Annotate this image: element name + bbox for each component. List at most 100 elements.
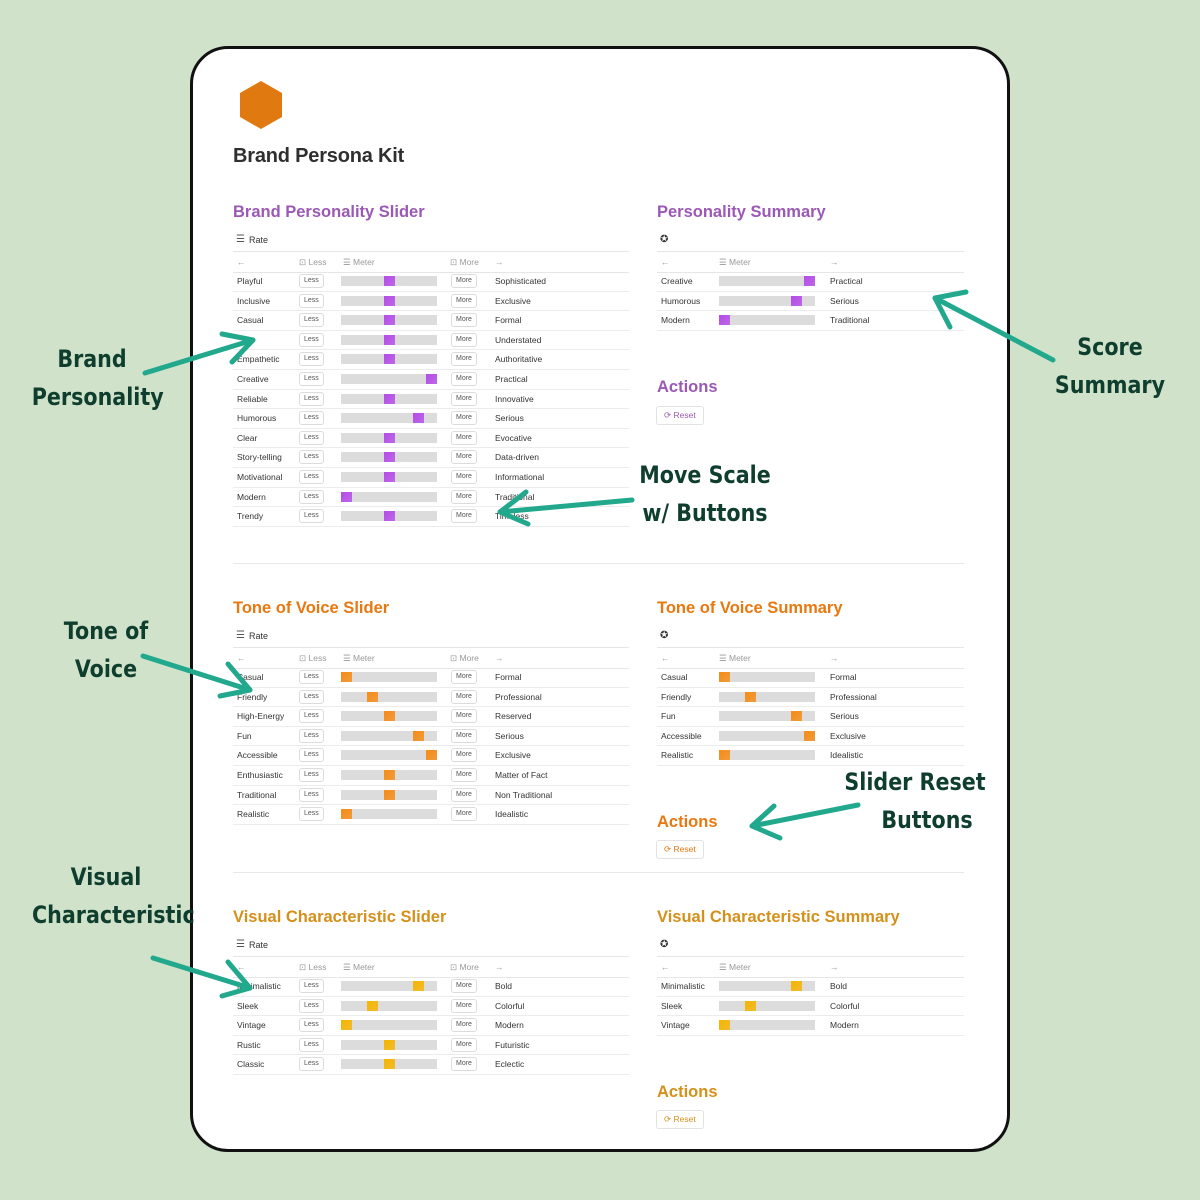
meter-knob[interactable] xyxy=(383,334,395,345)
meter-knob[interactable] xyxy=(341,672,352,682)
reset-button[interactable]: ⟳ Reset xyxy=(656,1110,704,1129)
more-button[interactable]: More xyxy=(451,728,477,743)
less-button[interactable]: Less xyxy=(299,787,324,802)
meter-knob[interactable] xyxy=(383,711,395,722)
meter-knob[interactable] xyxy=(413,413,425,424)
more-button[interactable]: More xyxy=(451,332,477,347)
less-button[interactable]: Less xyxy=(299,293,324,308)
less-button[interactable]: Less xyxy=(299,768,324,782)
more-button[interactable]: More xyxy=(451,293,477,308)
meter-track[interactable] xyxy=(341,750,437,761)
more-button[interactable]: More xyxy=(451,509,477,524)
less-button[interactable]: Less xyxy=(299,391,324,406)
reset-button[interactable]: ⟳ Reset xyxy=(656,840,704,859)
more-button[interactable]: More xyxy=(451,1057,477,1072)
meter-knob[interactable] xyxy=(383,511,395,522)
meter-track[interactable] xyxy=(341,511,437,522)
less-button[interactable]: Less xyxy=(299,411,324,426)
meter-knob[interactable] xyxy=(383,315,395,326)
more-button[interactable]: More xyxy=(451,470,477,484)
meter-track[interactable] xyxy=(341,770,437,780)
less-button[interactable]: Less xyxy=(299,748,324,763)
more-button[interactable]: More xyxy=(451,274,477,288)
less-button[interactable]: Less xyxy=(299,1037,324,1052)
meter-track[interactable] xyxy=(341,981,437,991)
meter-track[interactable] xyxy=(341,452,437,463)
less-button[interactable]: Less xyxy=(299,313,324,328)
less-button[interactable]: Less xyxy=(299,372,324,386)
less-button[interactable]: Less xyxy=(299,670,324,684)
more-button[interactable]: More xyxy=(451,998,477,1013)
meter-knob[interactable] xyxy=(426,374,437,384)
meter-knob[interactable] xyxy=(383,452,395,463)
meter-track[interactable] xyxy=(341,295,437,306)
meter-knob[interactable] xyxy=(383,1039,395,1050)
more-button[interactable]: More xyxy=(451,313,477,328)
more-button[interactable]: More xyxy=(451,709,477,724)
meter-knob[interactable] xyxy=(413,981,425,991)
more-button[interactable]: More xyxy=(451,489,477,504)
more-button[interactable]: More xyxy=(451,411,477,426)
meter-knob[interactable] xyxy=(426,750,437,761)
more-button[interactable]: More xyxy=(451,689,477,704)
meter-track[interactable] xyxy=(341,1020,437,1031)
meter-track[interactable] xyxy=(341,276,437,286)
less-button[interactable]: Less xyxy=(299,509,324,524)
less-button[interactable]: Less xyxy=(299,352,324,367)
meter-track[interactable] xyxy=(341,413,437,424)
more-button[interactable]: More xyxy=(451,979,477,993)
meter-track[interactable] xyxy=(341,691,437,702)
meter-knob[interactable] xyxy=(383,770,395,780)
meter-knob[interactable] xyxy=(341,1020,352,1031)
meter-knob[interactable] xyxy=(366,1000,378,1011)
less-button[interactable]: Less xyxy=(299,489,324,504)
more-button[interactable]: More xyxy=(451,1018,477,1033)
less-button[interactable]: Less xyxy=(299,1018,324,1033)
meter-track[interactable] xyxy=(341,374,437,384)
meter-track[interactable] xyxy=(341,1039,437,1050)
less-button[interactable]: Less xyxy=(299,470,324,484)
reset-button[interactable]: ⟳ Reset xyxy=(656,406,704,425)
meter-knob[interactable] xyxy=(383,354,395,365)
meter-knob[interactable] xyxy=(383,295,395,306)
less-button[interactable]: Less xyxy=(299,332,324,347)
more-button[interactable]: More xyxy=(451,768,477,782)
less-button[interactable]: Less xyxy=(299,689,324,704)
more-button[interactable]: More xyxy=(451,1037,477,1052)
more-button[interactable]: More xyxy=(451,430,477,445)
meter-knob[interactable] xyxy=(341,491,352,502)
less-button[interactable]: Less xyxy=(299,274,324,288)
meter-knob[interactable] xyxy=(383,1059,395,1070)
meter-track[interactable] xyxy=(341,393,437,404)
more-button[interactable]: More xyxy=(451,748,477,763)
rate-view-tab[interactable]: ☰ Rate xyxy=(236,939,268,950)
meter-knob[interactable] xyxy=(383,789,395,800)
meter-knob[interactable] xyxy=(341,809,352,820)
meter-track[interactable] xyxy=(341,809,437,820)
meter-track[interactable] xyxy=(341,334,437,345)
meter-knob[interactable] xyxy=(366,691,378,702)
more-button[interactable]: More xyxy=(451,450,477,465)
meter-knob[interactable] xyxy=(383,393,395,404)
meter-track[interactable] xyxy=(341,491,437,502)
more-button[interactable]: More xyxy=(451,372,477,386)
meter-track[interactable] xyxy=(341,672,437,682)
less-button[interactable]: Less xyxy=(299,728,324,743)
more-button[interactable]: More xyxy=(451,391,477,406)
meter-track[interactable] xyxy=(341,730,437,741)
meter-knob[interactable] xyxy=(383,472,395,482)
meter-track[interactable] xyxy=(341,789,437,800)
rate-view-tab[interactable]: ☰ Rate xyxy=(236,234,268,245)
meter-track[interactable] xyxy=(341,1000,437,1011)
less-button[interactable]: Less xyxy=(299,1057,324,1072)
less-button[interactable]: Less xyxy=(299,998,324,1013)
more-button[interactable]: More xyxy=(451,352,477,367)
meter-track[interactable] xyxy=(341,472,437,482)
less-button[interactable]: Less xyxy=(299,979,324,993)
less-button[interactable]: Less xyxy=(299,450,324,465)
meter-knob[interactable] xyxy=(383,276,395,286)
less-button[interactable]: Less xyxy=(299,807,324,822)
meter-track[interactable] xyxy=(341,432,437,443)
less-button[interactable]: Less xyxy=(299,430,324,445)
meter-track[interactable] xyxy=(341,354,437,365)
